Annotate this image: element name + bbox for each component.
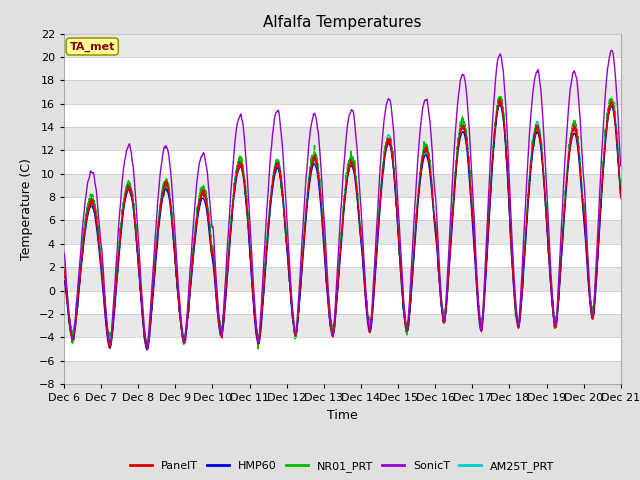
Bar — [64, 314, 621, 337]
Bar — [64, 267, 621, 290]
Bar — [64, 80, 621, 104]
Bar — [64, 220, 621, 244]
Legend: PanelT, HMP60, NR01_PRT, SonicT, AM25T_PRT: PanelT, HMP60, NR01_PRT, SonicT, AM25T_P… — [126, 457, 559, 477]
Bar — [64, 174, 621, 197]
Text: TA_met: TA_met — [70, 41, 115, 52]
Bar — [64, 127, 621, 150]
X-axis label: Time: Time — [327, 408, 358, 421]
Bar — [64, 360, 621, 384]
Title: Alfalfa Temperatures: Alfalfa Temperatures — [263, 15, 422, 30]
Y-axis label: Temperature (C): Temperature (C) — [20, 158, 33, 260]
Bar — [64, 34, 621, 57]
